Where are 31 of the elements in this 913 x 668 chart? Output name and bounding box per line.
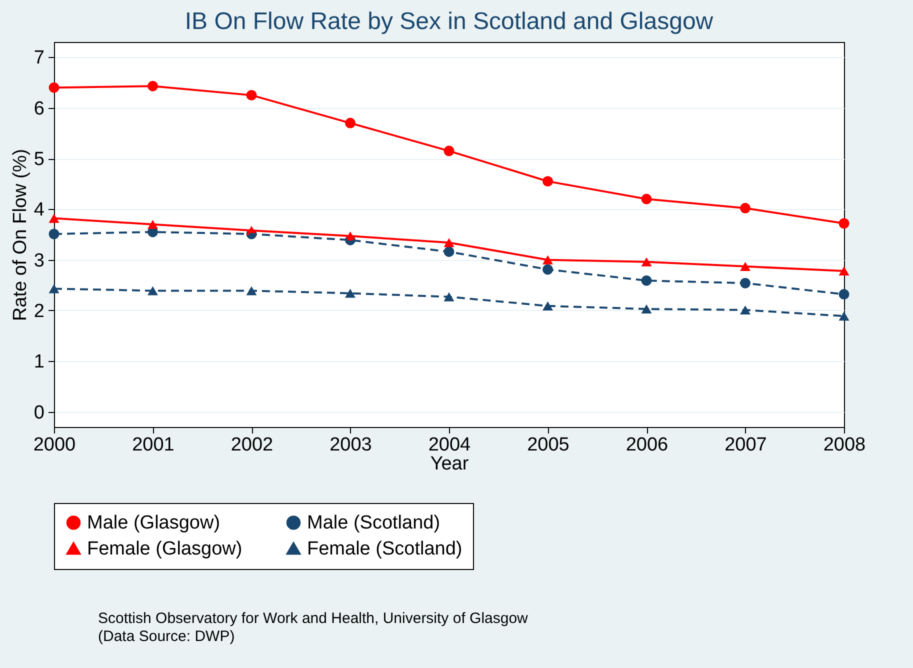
y-tick-label: 3: [34, 250, 44, 272]
x-tick-label: 2000: [33, 434, 76, 456]
x-tick-label: 2008: [823, 434, 866, 456]
chart-title: IB On Flow Rate by Sex in Scotland and Glasgow: [184, 8, 714, 35]
legend-label: Female (Scotland): [307, 538, 462, 560]
point: [148, 286, 158, 296]
y-tick-label: 4: [34, 200, 45, 221]
text: Scottish Observatory for Work and Health, University of Glasgow: [98, 610, 528, 628]
x-tick-label: 2007: [724, 434, 767, 456]
point: [345, 288, 356, 298]
x-tick-label: 2006: [626, 434, 668, 456]
y-axis-title: Rate of On Flow (%): [10, 148, 31, 322]
legend-label: Male (Scotland): [307, 512, 440, 534]
x-tick-label: 2004: [428, 434, 472, 456]
x-tick-label: 2002: [230, 434, 274, 456]
y-tick-label: 2: [34, 300, 44, 322]
x-tick-label: 2001: [132, 434, 174, 456]
point: [838, 312, 850, 321]
x-tick-label: 2003: [330, 434, 372, 456]
x-axis-title: Year: [430, 454, 470, 474]
y-tick-label: 0: [34, 402, 44, 424]
y-tick-label: 7: [34, 48, 44, 69]
legend-label: Female (Glasgow): [87, 538, 242, 560]
y-tick-label: 1: [34, 352, 44, 373]
point: [48, 214, 60, 223]
text: (Data Source: DWP): [98, 628, 236, 646]
y-tick-label: 5: [34, 149, 44, 170]
point: [838, 289, 850, 300]
legend-label: Male (Glasgow): [87, 512, 220, 534]
x-tick-label: 2005: [527, 434, 570, 456]
y-tick-label: 6: [34, 98, 44, 120]
